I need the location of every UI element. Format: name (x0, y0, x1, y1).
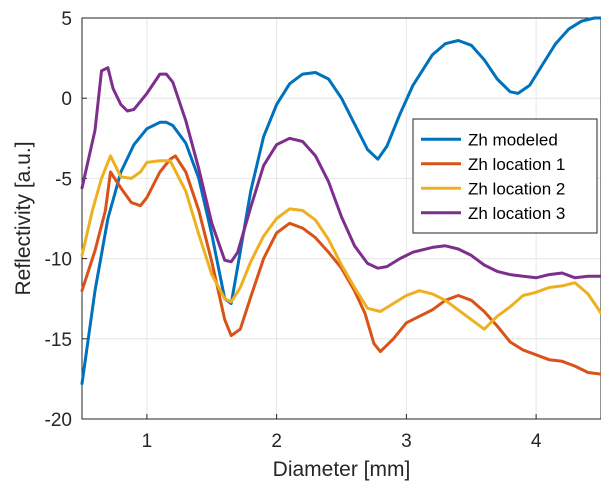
series-line-4 (80, 66, 601, 280)
legend-label-4: Zh location 3 (468, 204, 565, 223)
legend-label-3: Zh location 2 (468, 179, 565, 198)
series-line-3 (80, 154, 601, 331)
x-tick-label: 1 (142, 431, 153, 452)
x-axis-label: Diameter [mm] (273, 458, 411, 481)
series-line-1 (80, 16, 601, 386)
axis-ticks: 1 2 3 4 5 0 -5 -10 -15 -20 (45, 9, 542, 452)
series-line-2 (80, 154, 601, 376)
series-lines (80, 16, 601, 386)
legend: Zh modeled Zh location 1 Zh location 2 Zh l… (412, 118, 598, 234)
y-tick-label: -15 (45, 330, 72, 351)
legend-label-2: Zh location 1 (468, 155, 565, 174)
y-tick-label: -20 (45, 410, 72, 431)
y-tick-label: -10 (45, 250, 72, 271)
y-axis-label: Reflectivity [a.u.] (12, 141, 35, 295)
y-tick-label: -5 (55, 169, 72, 190)
x-tick-label: 4 (531, 431, 542, 452)
plot-frame (81, 17, 601, 420)
y-tick-label: 0 (61, 89, 72, 110)
x-tick-label: 3 (401, 431, 412, 452)
x-tick-label: 2 (271, 431, 282, 452)
y-tick-label: 5 (61, 9, 72, 30)
legend-label-1: Zh modeled (468, 130, 558, 149)
